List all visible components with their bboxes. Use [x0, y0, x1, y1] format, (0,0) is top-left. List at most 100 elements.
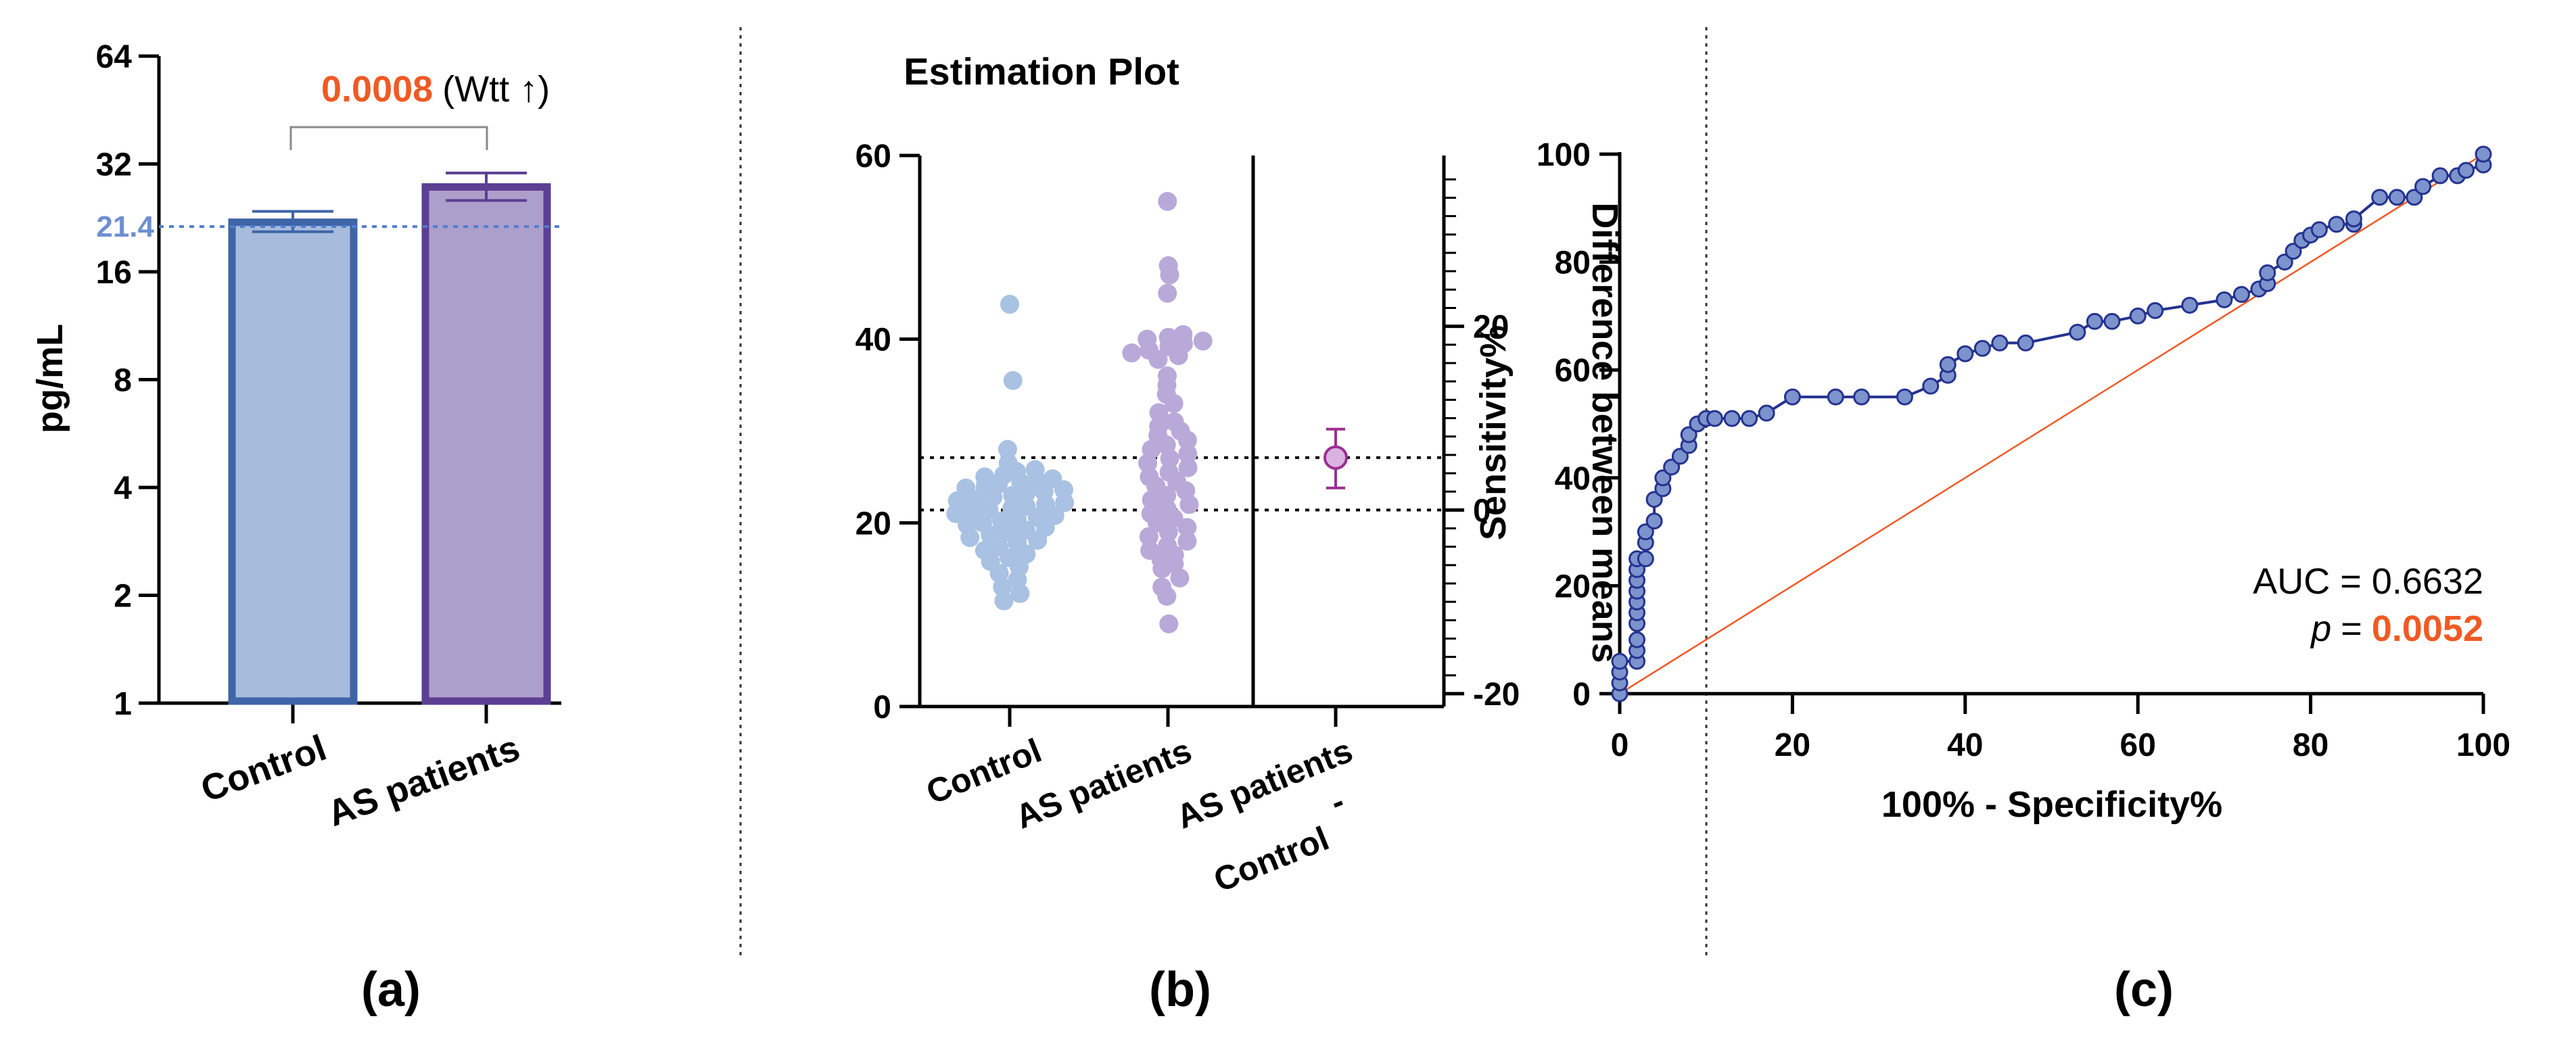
p-symbol: p — [2310, 608, 2331, 649]
bar-as-patients — [421, 183, 551, 705]
y-tick-label-a: 1 — [114, 686, 132, 722]
y-axis-label-c: Sensitivity% — [1473, 325, 1514, 540]
control-data-point — [994, 591, 1014, 611]
roc-point — [1991, 334, 2009, 352]
control-data-point — [998, 454, 1018, 473]
as-data-point — [1140, 541, 1160, 560]
roc-point — [2310, 221, 2328, 239]
roc-point — [1957, 345, 1974, 362]
panel-label-a: (a) — [361, 963, 421, 1017]
significance-annotation: 0.0008 (Wtt ↑) — [321, 69, 550, 110]
y-tick-label-c: 0 — [1572, 677, 1591, 713]
as-data-point — [1139, 527, 1158, 546]
as-data-point — [1158, 536, 1177, 556]
roc-point — [1637, 523, 1654, 541]
roc-point — [1758, 404, 1775, 422]
category-label-b-minus: - — [1325, 782, 1349, 821]
y-tick-label-b: 60 — [856, 139, 891, 174]
as-data-point — [1149, 403, 1169, 423]
mean-difference-marker — [1324, 427, 1348, 489]
roc-point — [1827, 388, 1844, 406]
roc-point — [1663, 458, 1681, 476]
roc-point — [2414, 178, 2432, 195]
y-tick-label-c: 100 — [1537, 137, 1591, 173]
x-tick-label-c: 100 — [2456, 727, 2510, 763]
roc-point — [1783, 388, 1801, 406]
y-axis-label-a: pg/mL — [30, 324, 70, 433]
as-data-point — [1141, 504, 1161, 523]
roc-point — [2147, 302, 2164, 319]
roc-point — [2345, 210, 2362, 228]
roc-point — [2129, 307, 2147, 325]
roc-point — [1741, 410, 1758, 427]
right-tick-label-b: 0 — [1473, 493, 1491, 529]
x-tick-label-c: 80 — [2293, 727, 2328, 763]
y-tick-label-c: 20 — [1555, 569, 1591, 604]
panel-label-b: (b) — [1149, 963, 1211, 1017]
error-bar-as-patients — [446, 171, 527, 202]
x-axis-label-c: 100% - Specificity% — [1881, 784, 2222, 825]
mean-difference-point — [1324, 445, 1348, 470]
roc-point — [1611, 652, 1629, 670]
roc-point — [1645, 512, 1663, 530]
roc-point — [2276, 254, 2293, 271]
control-data-point — [998, 439, 1017, 459]
equals-sign: = — [2341, 608, 2362, 649]
roc-point — [2086, 312, 2103, 330]
roc-point — [1853, 388, 1871, 406]
p-value: 0.0008 — [321, 69, 433, 110]
reference-line-label: 21.4 — [96, 210, 154, 243]
roc-point — [1671, 448, 1689, 465]
as-data-point — [1165, 412, 1184, 431]
bar-control — [228, 218, 358, 705]
x-tick-label-c: 60 — [2120, 727, 2156, 763]
category-label-b-control-diff: Control — [1209, 819, 1334, 900]
control-data-point — [1000, 295, 1019, 314]
roc-point — [1637, 550, 1654, 567]
roc-point — [1645, 491, 1663, 508]
control-data-point — [1025, 460, 1045, 479]
y-tick-label-c: 60 — [1555, 353, 1591, 389]
roc-point — [1654, 469, 1672, 487]
as-data-point — [1140, 467, 1159, 487]
control-data-point — [956, 478, 976, 498]
as-data-point — [1159, 614, 1179, 633]
roc-point — [2216, 291, 2233, 308]
category-label-as-patients: AS patients — [323, 727, 525, 834]
as-data-point — [1158, 283, 1177, 303]
as-data-point — [1193, 331, 1213, 351]
control-data-point — [1043, 469, 1062, 489]
panel-a-bar-chart: 1 2 4 8 16 32 64 21.4 0.0008 (Wtt ↑) pg/mL Cont… — [30, 39, 561, 1017]
roc-point — [1629, 631, 1646, 648]
y-tick-label-b: 40 — [856, 322, 891, 358]
right-tick-label-b: 20 — [1473, 310, 1509, 345]
as-data-point — [1158, 327, 1178, 347]
control-data-point — [992, 511, 1012, 531]
roc-point — [2475, 145, 2492, 163]
roc-point — [2457, 162, 2475, 179]
x-tick-label-c: 40 — [1947, 727, 1983, 763]
roc-point — [2103, 312, 2121, 330]
roc-point — [1723, 410, 1741, 427]
as-data-point — [1158, 366, 1177, 385]
category-label-control: Control — [195, 727, 331, 810]
as-data-point — [1152, 577, 1172, 597]
roc-p-value: 0.0052 — [2372, 608, 2483, 649]
significance-bracket — [289, 126, 488, 150]
x-tick-label-c: 20 — [1775, 727, 1810, 763]
roc-point — [2431, 167, 2449, 185]
roc-point — [2181, 296, 2199, 314]
roc-point — [2259, 264, 2276, 282]
as-data-point — [1173, 325, 1193, 344]
roc-point — [1973, 339, 1991, 357]
y-tick-label-a: 64 — [96, 39, 133, 75]
auc-text: AUC = 0.6632 — [2253, 561, 2483, 602]
as-data-point — [1122, 343, 1142, 363]
roc-point — [2406, 189, 2423, 206]
x-tick-label-c: 0 — [1611, 727, 1629, 763]
roc-point — [1680, 426, 1697, 444]
as-data-point — [1178, 444, 1198, 464]
as-data-point — [1158, 256, 1178, 275]
roc-point — [2017, 334, 2034, 352]
roc-point — [1939, 356, 1957, 373]
